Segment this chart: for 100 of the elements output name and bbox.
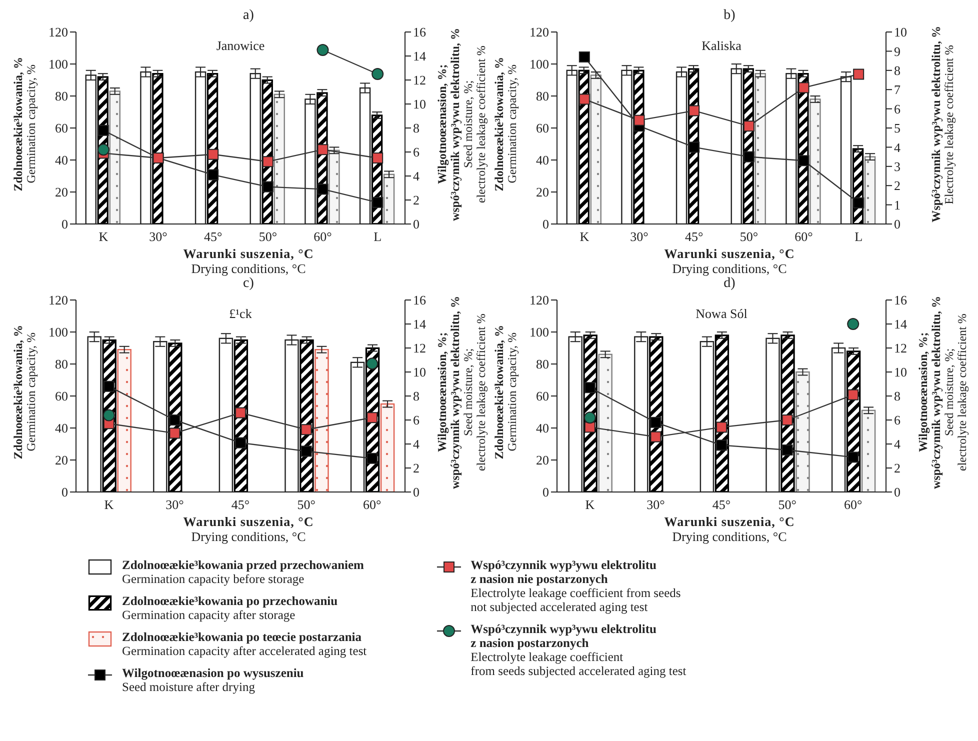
annotation: Nowa Sól xyxy=(694,306,748,322)
y-tick-label: 120 xyxy=(530,292,549,308)
y2-tick-label: 2 xyxy=(413,192,420,208)
y-tick-label: 100 xyxy=(48,56,68,72)
y2-tick-label: 7 xyxy=(894,82,901,98)
y2-tick-label: 2 xyxy=(413,460,420,476)
y2-tick-label: 3 xyxy=(894,159,900,174)
y2-axis-title: Wspó³czynnik wyp³ywu elektrolitu, % Electrolyte leakage coefficient % xyxy=(929,26,956,222)
x-tick-label: 60° xyxy=(363,497,382,512)
y-tick-label: 80 xyxy=(55,356,68,372)
y-tick-label: 80 xyxy=(536,88,549,104)
y2-tick-label: 16 xyxy=(413,292,426,308)
x-tick-label: 50° xyxy=(297,497,316,512)
y2-axis-title: Wilgotnoœænasion, %; wspó³czynnik wyp³ywu elektrolitu, % Seed moisture, %; electrolyte leakage coefficient % xyxy=(916,296,969,488)
x-tick-label: K xyxy=(580,229,590,244)
x-axis-title: Warunki suszenia, °C Drying conditions, °C xyxy=(182,246,315,276)
y2-tick-label: 4 xyxy=(894,436,901,452)
x-tick-label: 45° xyxy=(204,229,222,244)
y2-axis-title: Wilgotnoœænasion, %; wspó³czynnik wyp³ywu elektrolitu, % Seed moisture, %; electrolyte leakage coefficient % xyxy=(435,28,488,220)
y2-tick-label: 10 xyxy=(894,24,907,40)
annotation: £¹ck xyxy=(228,306,253,322)
x-tick-label: 30° xyxy=(166,497,184,512)
y-tick-label: 0 xyxy=(542,216,549,232)
y-tick-label: 40 xyxy=(536,420,549,436)
legend-label: Zdolnoœækie³kowania po teœcie postarzania Germination capacity after accelerated aging test xyxy=(122,630,367,658)
y2-tick-label: 10 xyxy=(413,364,426,380)
y-tick-label: 20 xyxy=(55,452,68,468)
y-axis-title: Zdolnoœækie³kowania, % Germination capacity, % xyxy=(11,56,38,192)
y2-tick-label: 16 xyxy=(894,292,908,308)
y2-tick-label: 12 xyxy=(894,340,907,356)
x-tick-label: 50° xyxy=(740,229,758,244)
y2-tick-label: 14 xyxy=(413,316,426,332)
y-tick-label: 20 xyxy=(536,452,549,468)
y2-tick-label: 0 xyxy=(413,216,420,232)
x-tick-label: L xyxy=(374,229,382,244)
y2-tick-label: 6 xyxy=(894,412,901,428)
y-tick-label: 40 xyxy=(55,420,68,436)
x-tick-label: 30° xyxy=(630,229,648,244)
chart-title: b) xyxy=(722,8,736,24)
y2-tick-label: 6 xyxy=(413,144,420,160)
legend-label: Wilgotnoœænasion po wysuszeniu Seed moisture after drying xyxy=(122,666,304,694)
y-tick-label: 0 xyxy=(62,484,68,500)
x-tick-label: 45° xyxy=(231,497,250,512)
x-axis-title: Warunki suszenia, °C Drying conditions, °C xyxy=(663,514,796,544)
y2-tick-label: 14 xyxy=(413,48,426,64)
annotation: Kaliska xyxy=(700,38,742,54)
x-tick-label: K xyxy=(585,497,596,512)
x-tick-label: 60° xyxy=(314,229,332,244)
y2-tick-label: 8 xyxy=(413,120,420,136)
y2-tick-label: 0 xyxy=(413,484,420,500)
y2-tick-label: 6 xyxy=(413,412,420,428)
y-tick-label: 60 xyxy=(536,388,549,404)
legend-label: Wspó³czynnik wyp³ywu elektrolitu z nasion nie postarzonych Electrolyte leakage coefficient from seeds not subjected accelerated aging test xyxy=(470,558,681,614)
x-axis-title: Warunki suszenia, °C Drying conditions, °C xyxy=(182,514,315,544)
y-tick-label: 60 xyxy=(536,120,549,136)
y2-tick-label: 10 xyxy=(413,96,426,112)
y2-tick-label: 5 xyxy=(894,120,900,136)
y-tick-label: 100 xyxy=(48,324,68,340)
y-tick-label: 120 xyxy=(48,24,68,40)
y2-tick-label: 12 xyxy=(413,72,426,88)
y2-tick-label: 2 xyxy=(894,178,900,194)
y2-tick-label: 4 xyxy=(413,436,420,452)
y2-tick-label: 9 xyxy=(894,44,900,59)
y2-tick-label: 12 xyxy=(413,340,426,356)
y-tick-label: 80 xyxy=(55,88,68,104)
y-tick-label: 80 xyxy=(536,356,549,372)
x-tick-label: 60° xyxy=(844,497,862,512)
legend-label: Wspó³czynnik wyp³ywu elektrolitu z nasion postarzonych Electrolyte leakage coefficient from seeds subjected accelerated aging test xyxy=(470,622,686,678)
y-tick-label: 60 xyxy=(55,388,68,404)
chart-title: a) xyxy=(242,8,255,24)
x-tick-label: 50° xyxy=(258,229,278,244)
y-axis-title: Zdolnoœækie³kowania, % Germination capacity, % xyxy=(492,56,519,192)
legend-label: Zdolnoœækie³kowania przed przechowaniem Germination capacity before storage xyxy=(122,558,364,586)
x-tick-label: L xyxy=(854,229,863,244)
x-tick-label: 60° xyxy=(794,229,813,244)
annotation: Janowice xyxy=(215,38,266,54)
y2-tick-label: 0 xyxy=(894,484,900,500)
y-tick-label: 100 xyxy=(530,324,549,340)
y-tick-label: 20 xyxy=(536,184,549,200)
y2-tick-label: 4 xyxy=(413,168,420,184)
y2-axis-title: Wilgotnoœænasion, %; wspó³czynnik wyp³ywu elektrolitu, % Seed moisture, %; electrolyte leakage coefficient % xyxy=(435,296,488,488)
y2-tick-label: 8 xyxy=(413,388,420,404)
x-tick-label: 50° xyxy=(778,497,796,512)
y2-tick-label: 8 xyxy=(894,63,900,78)
y-tick-label: 120 xyxy=(530,24,549,40)
chart-title: d) xyxy=(722,276,736,292)
y-tick-label: 20 xyxy=(55,184,68,200)
y2-tick-label: 16 xyxy=(413,24,426,40)
y2-tick-label: 1 xyxy=(894,197,900,212)
y-tick-label: 100 xyxy=(530,56,549,72)
y-tick-label: 40 xyxy=(536,152,549,168)
y-axis-title: Zdolnoœækie³kowania, % Germination capacity, % xyxy=(492,324,519,460)
y-tick-label: 60 xyxy=(55,120,68,136)
y-tick-label: 0 xyxy=(62,216,68,232)
x-axis-title: Warunki suszenia, °C Drying conditions, °C xyxy=(663,246,796,276)
y-tick-label: 0 xyxy=(542,484,549,500)
x-tick-label: 30° xyxy=(149,229,168,244)
y2-tick-label: 2 xyxy=(894,460,900,476)
y2-tick-label: 14 xyxy=(894,316,908,332)
x-tick-label: K xyxy=(98,229,109,244)
